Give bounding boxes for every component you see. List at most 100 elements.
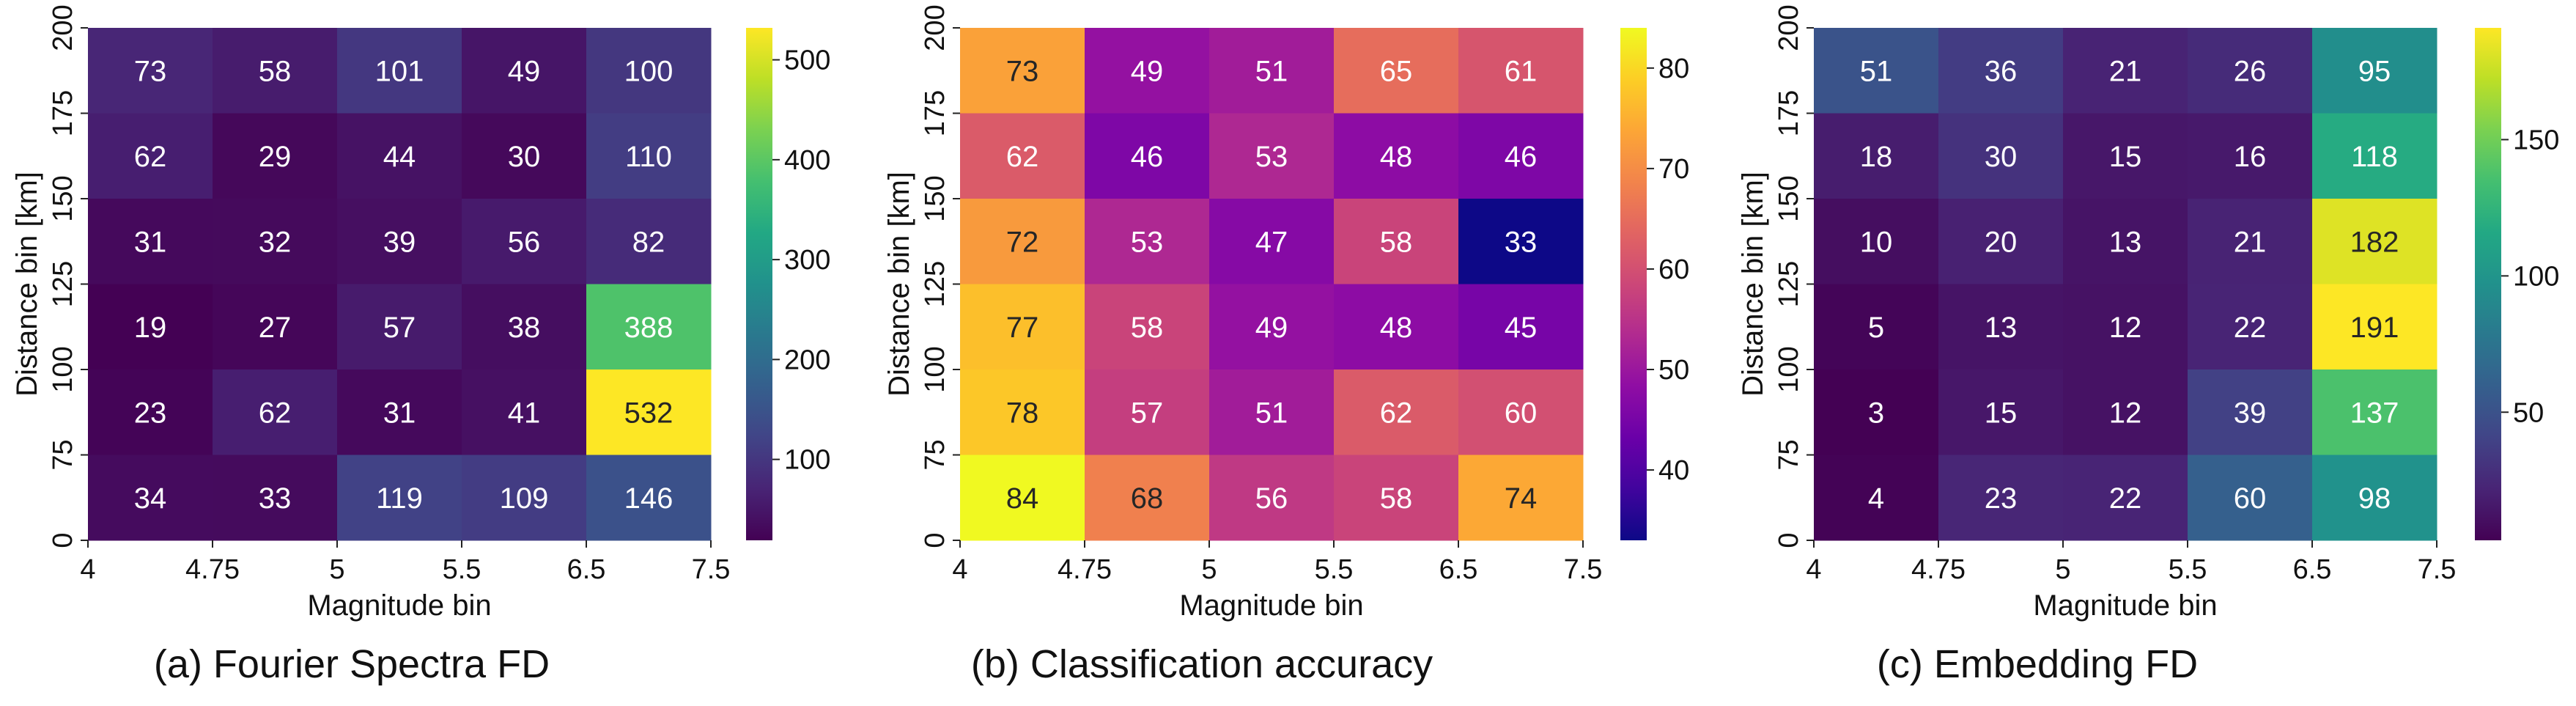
- accuracy-cell: [1458, 199, 1584, 284]
- fourier-y-tick-label: 125: [48, 261, 78, 307]
- accuracy-cell: [1209, 369, 1335, 455]
- fourier-cell: [586, 113, 712, 199]
- embedding-cell: [2063, 369, 2188, 455]
- embedding-cell-value: 191: [2350, 312, 2399, 344]
- accuracy-y-tick-label: 75: [920, 439, 951, 470]
- fourier-cell: [88, 284, 213, 370]
- embedding-cell: [1814, 113, 1939, 199]
- embedding-y-tick-label: 0: [1774, 532, 1804, 548]
- fourier-y-tick-label: 100: [48, 346, 78, 392]
- accuracy-y-tick-label: 150: [920, 175, 951, 221]
- fourier-cell-value: 49: [508, 55, 541, 87]
- fourier-cell: [213, 455, 338, 541]
- caption-embedding-fd: (c) Embedding FD: [1876, 642, 2199, 686]
- accuracy-cell-value: 56: [1255, 482, 1288, 515]
- accuracy-cell-value: 46: [1505, 141, 1538, 173]
- fourier-cell-value: 532: [624, 397, 673, 429]
- accuracy-x-axis-label: Magnitude bin: [1179, 589, 1363, 622]
- accuracy-cell: [1334, 284, 1459, 370]
- embedding-cell-value: 15: [2109, 141, 2142, 173]
- fourier-cell: [213, 199, 338, 284]
- accuracy-x-tick-label: 5.5: [1315, 554, 1354, 585]
- fourier-cell: [462, 28, 587, 114]
- accuracy-cell-value: 61: [1505, 55, 1538, 87]
- accuracy-y-tick-label: 125: [920, 261, 951, 307]
- accuracy-cell: [960, 28, 1085, 114]
- embedding-y-tick-label: 175: [1774, 90, 1804, 136]
- accuracy-colorbar: [1620, 28, 1647, 540]
- embedding-cell-value: 36: [1985, 55, 2018, 87]
- fourier-cell-value: 23: [134, 397, 167, 429]
- fourier-colorbar-tick-label: 300: [784, 245, 830, 276]
- fourier-cell-value: 31: [383, 397, 416, 429]
- embedding-x-tick-label: 4: [1806, 554, 1821, 585]
- fourier-cell: [586, 284, 712, 370]
- fourier-cell-value: 39: [383, 226, 416, 258]
- accuracy-cell-value: 84: [1006, 482, 1039, 515]
- fourier-cell: [88, 113, 213, 199]
- accuracy-y-tick-label: 175: [920, 90, 951, 136]
- embedding-cell: [1814, 199, 1939, 284]
- fourier-cell: [213, 28, 338, 114]
- accuracy-cell-value: 57: [1131, 397, 1164, 429]
- embedding-cell-value: 13: [2109, 226, 2142, 258]
- embedding-cell: [2188, 113, 2313, 199]
- accuracy-cell: [1209, 113, 1335, 199]
- fourier-cell: [213, 284, 338, 370]
- embedding-cell: [2312, 369, 2437, 455]
- accuracy-cell: [1458, 28, 1584, 114]
- fourier-cell: [88, 199, 213, 284]
- embedding-cell: [2188, 455, 2313, 541]
- embedding-cell-value: 30: [1985, 141, 2018, 173]
- accuracy-cell: [1209, 28, 1335, 114]
- embedding-cell-value: 5: [1868, 312, 1884, 344]
- embedding-cell-value: 26: [2234, 55, 2267, 87]
- embedding-cell: [2063, 28, 2188, 114]
- embedding-cell: [1938, 455, 2064, 541]
- fourier-cell-value: 388: [624, 312, 673, 344]
- embedding-cell: [2063, 455, 2188, 541]
- embedding-cell-value: 12: [2109, 397, 2142, 429]
- embedding-cell: [2188, 199, 2313, 284]
- fourier-y-tick-label: 150: [48, 175, 78, 221]
- fourier-cell: [462, 455, 587, 541]
- fourier-cell-value: 62: [259, 397, 292, 429]
- accuracy-cell: [1085, 199, 1210, 284]
- embedding-y-tick-label: 100: [1774, 346, 1804, 392]
- embedding-cell-value: 51: [1860, 55, 1893, 87]
- fourier-cell: [337, 369, 462, 455]
- embedding-x-tick-label: 5: [2055, 554, 2070, 585]
- embedding-x-tick-label: 6.5: [2293, 554, 2332, 585]
- accuracy-cell: [1458, 113, 1584, 199]
- accuracy-x-tick-label: 6.5: [1439, 554, 1478, 585]
- embedding-colorbar-tick-label: 150: [2513, 125, 2559, 155]
- accuracy-cell: [1085, 455, 1210, 541]
- fourier-cell: [213, 369, 338, 455]
- fourier-y-tick-label: 200: [48, 4, 78, 51]
- accuracy-cell: [960, 113, 1085, 199]
- accuracy-cell-value: 53: [1131, 226, 1164, 258]
- accuracy-x-tick-label: 5: [1201, 554, 1217, 585]
- fourier-cell-value: 44: [383, 141, 416, 173]
- fourier-cell-value: 100: [624, 55, 673, 87]
- accuracy-cell-value: 48: [1380, 141, 1413, 173]
- fourier-x-tick-label: 6.5: [567, 554, 606, 585]
- accuracy-cell-value: 60: [1505, 397, 1538, 429]
- fourier-cell-value: 82: [632, 226, 665, 258]
- accuracy-cell-value: 72: [1006, 226, 1039, 258]
- fourier-cell-value: 101: [375, 55, 424, 87]
- embedding-x-tick-label: 5.5: [2169, 554, 2207, 585]
- embedding-cell: [2063, 284, 2188, 370]
- accuracy-cell-value: 33: [1505, 226, 1538, 258]
- embedding-cell-value: 60: [2234, 482, 2267, 515]
- fourier-cell-value: 30: [508, 141, 541, 173]
- accuracy-y-tick-label: 200: [920, 4, 951, 51]
- fourier-cell: [337, 284, 462, 370]
- accuracy-cell-value: 58: [1131, 312, 1164, 344]
- embedding-cell: [2312, 28, 2437, 114]
- embedding-cell-value: 3: [1868, 397, 1884, 429]
- accuracy-y-axis-label: Distance bin [km]: [883, 172, 915, 397]
- fourier-y-axis-label: Distance bin [km]: [11, 172, 43, 397]
- fourier-cell: [462, 284, 587, 370]
